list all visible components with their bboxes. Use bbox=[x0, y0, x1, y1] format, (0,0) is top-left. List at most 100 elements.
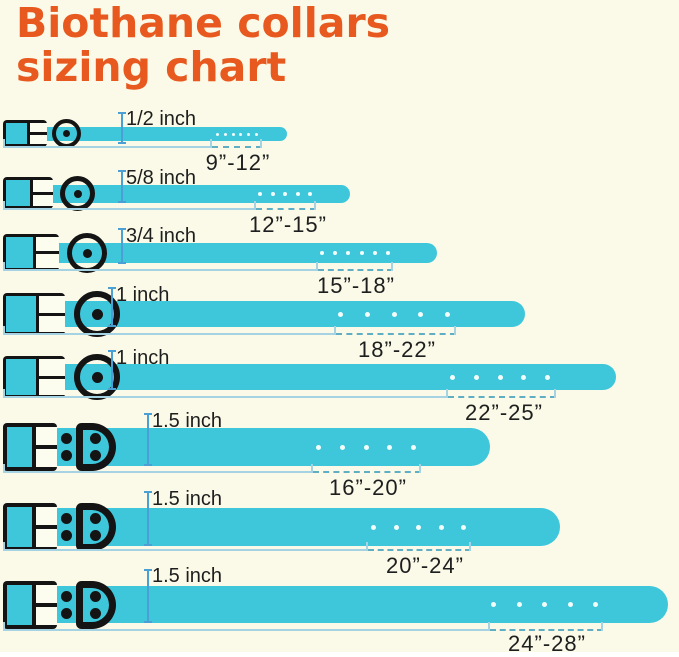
buckle-strap-pass bbox=[7, 507, 32, 547]
d-ring-icon bbox=[76, 423, 116, 471]
width-label: 1.5 inch bbox=[152, 565, 223, 587]
buckle-strap-pass bbox=[7, 427, 32, 467]
buckle-slot bbox=[32, 194, 53, 206]
adjustment-holes bbox=[320, 250, 390, 255]
square-belt-buckle-icon bbox=[3, 234, 59, 271]
adjustment-holes bbox=[216, 132, 258, 136]
o-ring-with-pin-icon bbox=[67, 233, 107, 273]
width-label: 1.5 inch bbox=[152, 488, 223, 510]
buckle-strap-pass bbox=[6, 123, 27, 144]
square-belt-buckle-icon bbox=[3, 120, 47, 147]
ring-pin-icon bbox=[73, 189, 82, 198]
adjustment-holes bbox=[258, 192, 312, 196]
square-belt-buckle-icon bbox=[3, 356, 65, 398]
size-range-label: 12”-15” bbox=[249, 212, 327, 237]
length-bracket bbox=[3, 542, 368, 551]
width-label: 1.5 inch bbox=[152, 410, 223, 432]
length-bracket bbox=[3, 326, 336, 335]
buckle-slot bbox=[36, 237, 59, 251]
buckle-slot bbox=[35, 529, 57, 547]
square-belt-buckle-icon bbox=[3, 503, 57, 551]
size-range-label: 24”-28” bbox=[508, 631, 586, 656]
rivet-dots-icon bbox=[61, 513, 101, 541]
buckle-strap-pass bbox=[6, 359, 37, 395]
title-line-2: sizing chart bbox=[16, 42, 287, 91]
buckle-strap-pass bbox=[6, 237, 33, 268]
size-range-label: 20”-24” bbox=[386, 553, 464, 578]
buckle-slot bbox=[35, 607, 57, 625]
ring-pin-icon bbox=[91, 371, 103, 383]
buckle-slot bbox=[35, 585, 57, 603]
adjust-range-bracket bbox=[256, 201, 316, 210]
adjust-range-bracket bbox=[318, 262, 393, 271]
buckle-strap-pass bbox=[7, 585, 32, 625]
adjust-range-bracket bbox=[490, 622, 603, 631]
size-range-label: 18”-22” bbox=[358, 337, 436, 362]
width-dimension-line bbox=[144, 569, 152, 623]
width-dimension-line bbox=[108, 350, 116, 390]
buckle-strap-pass bbox=[6, 296, 37, 332]
size-range-label: 9”-12” bbox=[205, 150, 271, 175]
width-dimension-line bbox=[118, 112, 126, 144]
length-bracket bbox=[3, 464, 313, 473]
width-dimension-line bbox=[144, 413, 152, 466]
adjustment-holes bbox=[491, 601, 598, 607]
d-ring-icon bbox=[76, 503, 116, 551]
buckle-slot bbox=[29, 123, 47, 132]
o-ring-with-pin-icon bbox=[74, 291, 120, 337]
adjust-range-bracket bbox=[368, 542, 471, 551]
width-dimension-line bbox=[118, 228, 126, 264]
collar-strap bbox=[8, 586, 668, 623]
width-dimension-line bbox=[118, 170, 126, 203]
width-label: 3/4 inch bbox=[126, 225, 197, 247]
title-line-1: Biothane collars bbox=[16, 0, 391, 47]
buckle-slot bbox=[35, 507, 57, 525]
d-ring-icon bbox=[76, 581, 116, 629]
o-ring-with-pin-icon bbox=[52, 119, 81, 148]
adjustment-holes bbox=[450, 374, 550, 380]
buckle-slot bbox=[32, 180, 53, 192]
buckle-slot bbox=[29, 135, 47, 144]
rivet-dots-icon bbox=[61, 591, 101, 619]
ring-pin-icon bbox=[91, 308, 103, 320]
rivet-dots-icon bbox=[61, 433, 101, 461]
length-bracket bbox=[3, 389, 448, 398]
width-label: 1/2 inch bbox=[126, 108, 197, 130]
o-ring-with-pin-icon bbox=[60, 176, 95, 211]
ring-pin-icon bbox=[63, 130, 70, 137]
square-belt-buckle-icon bbox=[3, 293, 65, 335]
adjust-range-bracket bbox=[313, 464, 421, 473]
o-ring-with-pin-icon bbox=[74, 354, 120, 400]
width-dimension-line bbox=[144, 491, 152, 546]
length-bracket bbox=[3, 262, 318, 271]
width-label: 1 inch bbox=[116, 284, 170, 306]
collar-strap bbox=[8, 243, 437, 263]
buckle-slot bbox=[35, 427, 57, 445]
page-title: Biothane collars sizing chart bbox=[16, 0, 391, 91]
buckle-slot bbox=[36, 254, 59, 268]
square-belt-buckle-icon bbox=[3, 423, 57, 471]
adjust-range-bracket bbox=[212, 139, 262, 148]
buckle-slot bbox=[39, 359, 65, 376]
length-bracket bbox=[3, 622, 490, 631]
size-range-label: 15”-18” bbox=[317, 273, 395, 298]
width-dimension-line bbox=[108, 287, 116, 327]
adjust-range-bracket bbox=[336, 326, 456, 335]
adjustment-holes bbox=[316, 444, 416, 450]
width-label: 5/8 inch bbox=[126, 167, 197, 189]
length-bracket bbox=[3, 139, 212, 148]
buckle-slot bbox=[39, 315, 65, 332]
adjustment-holes bbox=[371, 524, 466, 530]
buckle-strap-pass bbox=[6, 180, 30, 206]
buckle-slot bbox=[39, 296, 65, 313]
adjust-range-bracket bbox=[448, 389, 556, 398]
size-range-label: 16”-20” bbox=[329, 475, 407, 500]
buckle-slot bbox=[35, 449, 57, 467]
adjustment-holes bbox=[338, 311, 450, 317]
size-range-label: 22”-25” bbox=[465, 400, 543, 425]
buckle-slot bbox=[39, 378, 65, 395]
length-bracket bbox=[3, 201, 256, 210]
width-label: 1 inch bbox=[116, 347, 170, 369]
square-belt-buckle-icon bbox=[3, 177, 53, 209]
